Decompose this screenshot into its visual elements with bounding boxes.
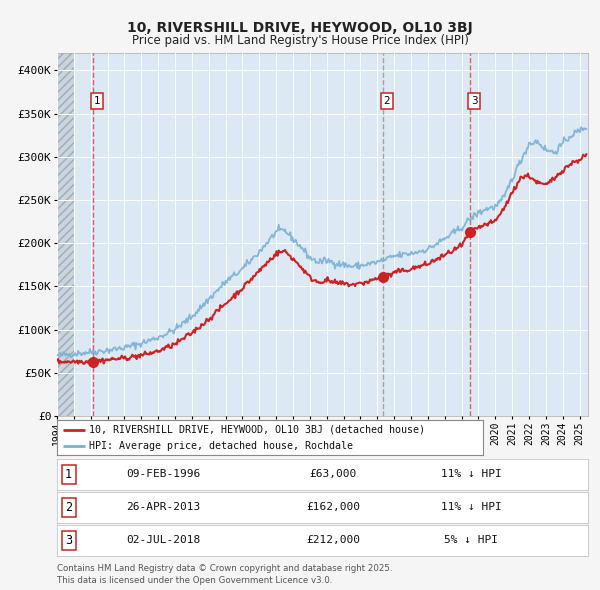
Text: 1: 1: [94, 96, 100, 106]
Text: Contains HM Land Registry data © Crown copyright and database right 2025.
This d: Contains HM Land Registry data © Crown c…: [57, 565, 392, 585]
Text: 2: 2: [383, 96, 390, 106]
Text: 10, RIVERSHILL DRIVE, HEYWOOD, OL10 3BJ (detached house): 10, RIVERSHILL DRIVE, HEYWOOD, OL10 3BJ …: [89, 425, 425, 435]
Text: 3: 3: [65, 534, 72, 547]
Text: Price paid vs. HM Land Registry's House Price Index (HPI): Price paid vs. HM Land Registry's House …: [131, 34, 469, 47]
Text: 10, RIVERSHILL DRIVE, HEYWOOD, OL10 3BJ: 10, RIVERSHILL DRIVE, HEYWOOD, OL10 3BJ: [127, 21, 473, 35]
Text: 1: 1: [65, 468, 72, 481]
Text: £63,000: £63,000: [310, 470, 357, 479]
Text: 11% ↓ HPI: 11% ↓ HPI: [441, 503, 502, 512]
Text: 3: 3: [471, 96, 478, 106]
Text: 2: 2: [65, 501, 72, 514]
Text: 02-JUL-2018: 02-JUL-2018: [126, 536, 200, 545]
Text: £212,000: £212,000: [306, 536, 360, 545]
Text: 09-FEB-1996: 09-FEB-1996: [126, 470, 200, 479]
Text: HPI: Average price, detached house, Rochdale: HPI: Average price, detached house, Roch…: [89, 441, 353, 451]
Text: 5% ↓ HPI: 5% ↓ HPI: [444, 536, 498, 545]
Text: 26-APR-2013: 26-APR-2013: [126, 503, 200, 512]
Text: 11% ↓ HPI: 11% ↓ HPI: [441, 470, 502, 479]
Text: £162,000: £162,000: [306, 503, 360, 512]
Bar: [57, 53, 74, 416]
